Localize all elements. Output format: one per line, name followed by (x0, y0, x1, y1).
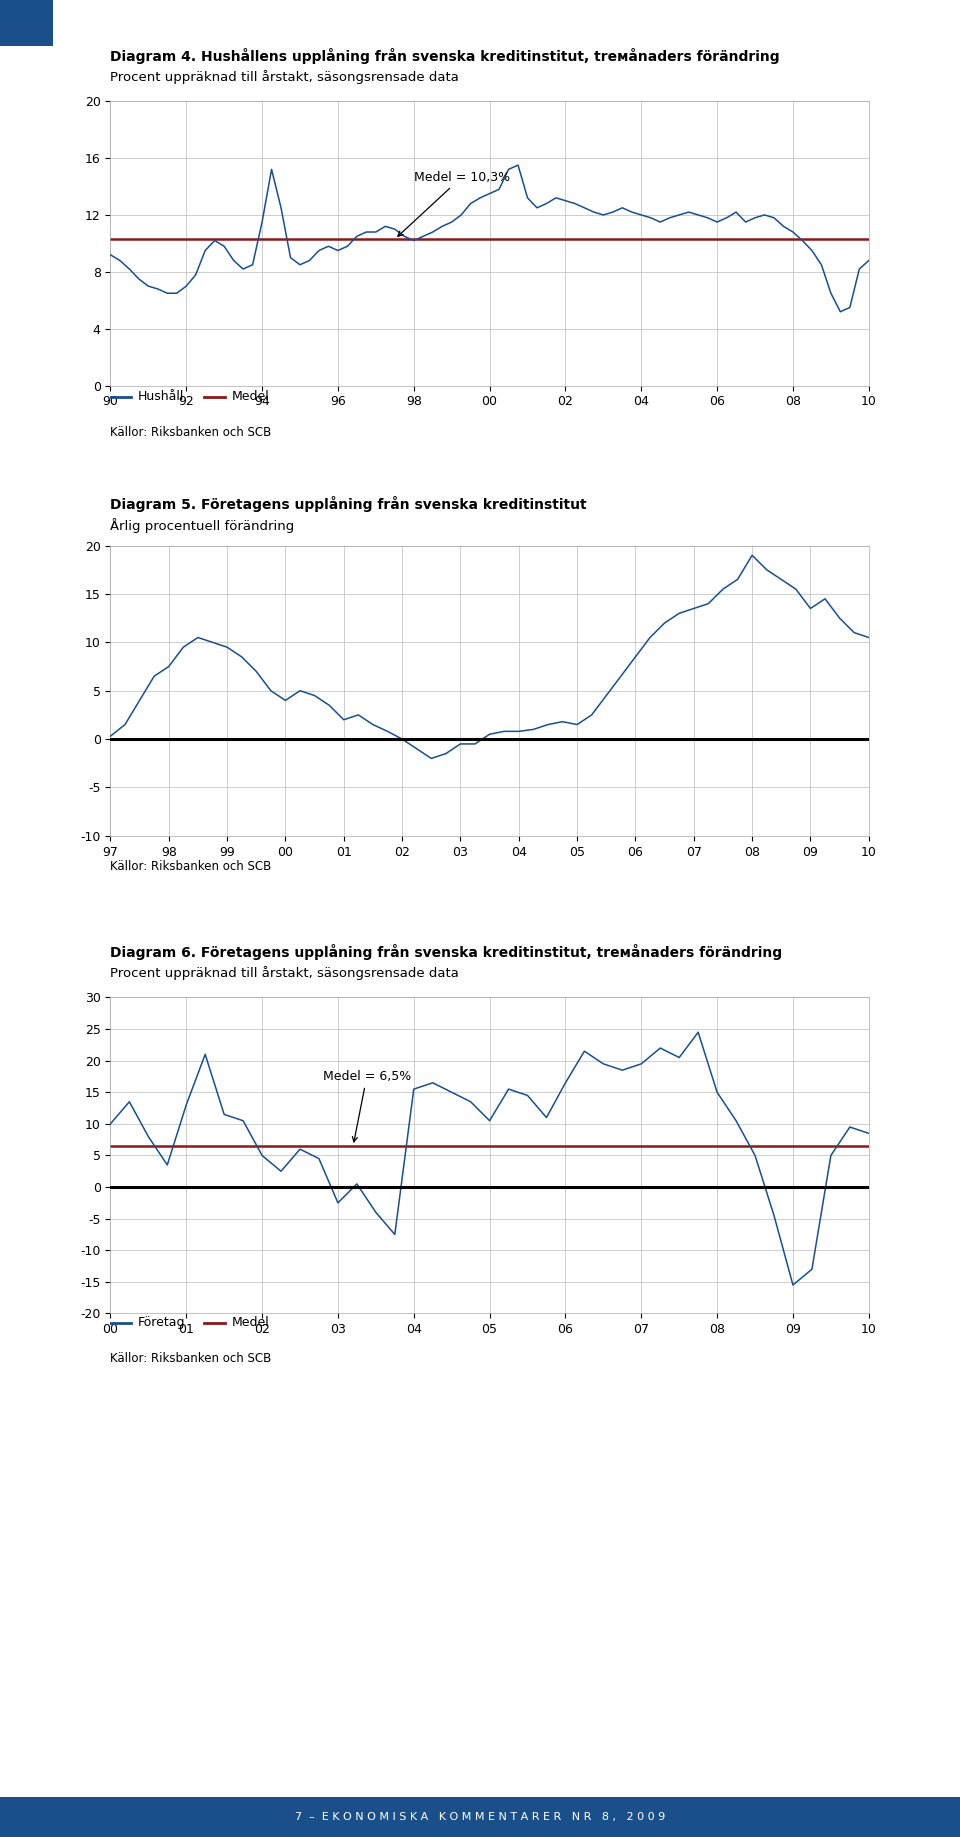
Text: Medel = 10,3%: Medel = 10,3% (397, 171, 510, 237)
Text: Hushåll: Hushåll (137, 389, 183, 404)
Text: Procent uppräknad till årstakt, säsongsrensade data: Procent uppräknad till årstakt, säsongsr… (110, 70, 459, 85)
Text: Källor: Riksbanken och SCB: Källor: Riksbanken och SCB (110, 1352, 272, 1365)
Text: Källor: Riksbanken och SCB: Källor: Riksbanken och SCB (110, 860, 272, 873)
Text: Diagram 5. Företagens upplåning från svenska kreditinstitut: Diagram 5. Företagens upplåning från sve… (110, 496, 587, 513)
Text: Procent uppräknad till årstakt, säsongsrensade data: Procent uppräknad till årstakt, säsongsr… (110, 966, 459, 981)
Text: Diagram 4. Hushållens upplåning från svenska kreditinstitut, trемånaders förändr: Diagram 4. Hushållens upplåning från sve… (110, 48, 780, 64)
Text: 7  –  E K O N O M I S K A   K O M M E N T A R E R   N R   8 ,   2 0 0 9: 7 – E K O N O M I S K A K O M M E N T A … (295, 1811, 665, 1822)
Text: Medel: Medel (231, 389, 269, 404)
Text: Medel: Medel (231, 1315, 269, 1330)
Text: Källor: Riksbanken och SCB: Källor: Riksbanken och SCB (110, 426, 272, 439)
Text: Årlig procentuell förändring: Årlig procentuell förändring (110, 518, 295, 533)
Text: Diagram 6. Företagens upplåning från svenska kreditinstitut, trемånaders förändr: Diagram 6. Företagens upplåning från sve… (110, 944, 782, 961)
Text: Medel = 6,5%: Medel = 6,5% (323, 1069, 411, 1143)
Text: Företag: Företag (137, 1315, 184, 1330)
